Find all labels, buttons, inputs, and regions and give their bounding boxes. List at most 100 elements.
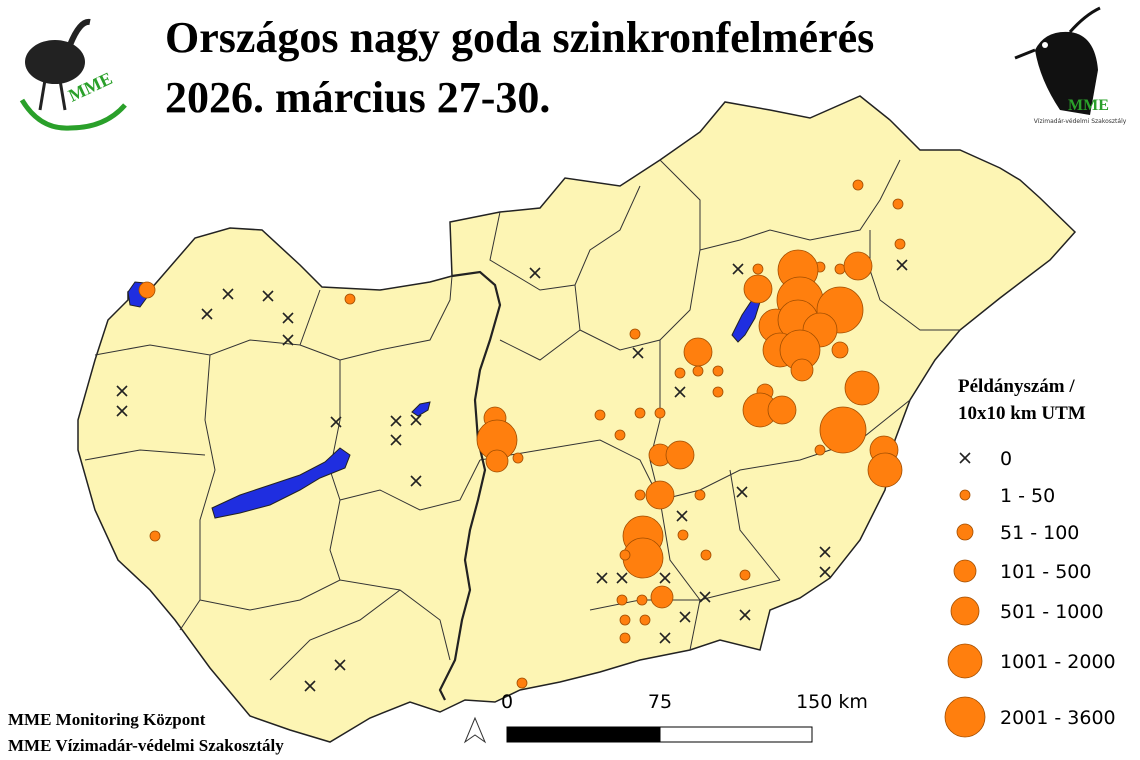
zero-cross [699,591,711,603]
scale-bar: 0 75 150 km [463,691,868,744]
count-circle [619,549,631,561]
legend-label: 501 - 1000 [1000,601,1104,623]
county-border [94,289,321,356]
count-circle [149,530,161,542]
zero-cross [282,334,294,346]
zero-cross [262,290,274,302]
logo-beak [1014,48,1036,60]
count-circle [636,594,648,606]
county-border [729,469,781,581]
zero-cross [819,566,831,578]
footer-line2: MME Vízimadár-védelmi Szakosztály [8,736,284,755]
zero-cross [959,452,971,464]
logo-lapwing [1035,31,1098,115]
zero-cross [679,611,691,623]
count-circle [634,489,646,501]
county-border [499,329,581,361]
count-circle [947,643,983,679]
zero-cross [410,414,422,426]
count-circle [634,407,646,419]
zero-cross [390,434,402,446]
county-border [574,159,701,351]
count-circle [743,274,773,304]
count-circle [790,358,814,382]
count-circle [712,365,724,377]
count-circle [892,198,904,210]
count-circle [867,452,903,488]
footer-line1: MME Monitoring Központ [8,710,206,729]
zero-cross [676,510,688,522]
legend-items: 0 1 - 50 51 - 100 101 - 500 501 - 1000 1001 -… [944,448,1116,738]
count-circle [512,452,524,464]
zero-cross [659,572,671,584]
logo-crest [1068,6,1101,33]
scale-label: 75 [648,691,672,713]
count-circle [629,328,641,340]
count-circle [944,696,986,738]
count-circle [739,569,751,581]
scale-label: 0 [501,691,513,713]
lake-balaton [211,447,351,519]
count-circle [956,523,974,541]
legend-label: 2001 - 3600 [1000,707,1116,729]
count-circle [959,489,971,501]
zero-cross [410,475,422,487]
count-circle [639,614,651,626]
count-circle [677,529,689,541]
count-circle [674,367,686,379]
title-line1: Országos nagy goda szinkronfelmérés [165,13,874,62]
logo-right-text: MME [1068,97,1109,114]
scale-segment [506,726,661,743]
county-border [199,579,451,661]
zero-cross [116,385,128,397]
county-border [339,459,481,511]
county-border [659,499,701,651]
lake-tisza [731,299,761,343]
zero-cross [732,263,744,275]
count-circle [712,386,724,398]
count-circle [852,179,864,191]
zero-cross [222,288,234,300]
survey-symbols [116,179,908,692]
danube-river [438,270,502,701]
zero-cross [819,546,831,558]
count-circle [485,449,509,473]
count-circle [619,614,631,626]
count-circle [650,585,674,609]
logo-eye [1042,42,1048,48]
count-circle [694,489,706,501]
zero-cross [739,609,751,621]
legend-label: 0 [1000,448,1012,470]
zero-cross [282,312,294,324]
count-circle [594,409,606,421]
county-border [869,230,960,331]
logo-bird [25,40,85,84]
logo-bird-leg [58,79,67,111]
north-arrow [463,716,487,744]
count-circle [953,559,977,583]
zero-cross [334,659,346,671]
zero-cross [616,572,628,584]
count-circle [645,480,675,510]
logo-bird-leg [38,79,47,111]
legend: Példányszám / 10x10 km UTM 0 1 - 50 51 - 1… [944,376,1116,738]
zero-cross [736,486,748,498]
legend-label: 1 - 50 [1000,485,1055,507]
zero-cross [304,680,316,692]
count-circle [614,429,626,441]
count-circle [683,337,713,367]
count-circle [844,370,880,406]
count-circle [692,365,704,377]
logo-bird-neck [67,18,91,47]
count-circle [138,281,156,299]
zero-cross [201,308,213,320]
logo-right-subtext: Vízimadár-védelmi Szakosztály [1034,118,1127,125]
count-circle [831,341,849,359]
count-circle [894,238,906,250]
lake-velence [411,401,431,417]
zero-cross [390,415,402,427]
count-circle [516,677,528,689]
count-circle [619,632,631,644]
title-line2: 2026. március 27-30. [165,73,550,122]
logo-right: MME Vízimadár-védelmi Szakosztály [1014,6,1127,125]
